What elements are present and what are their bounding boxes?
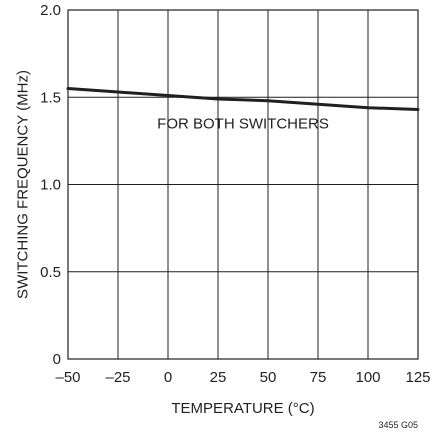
y-tick-label: 2.0 [40, 2, 61, 19]
y-tick-label: 0 [53, 351, 61, 368]
x-tick-label: 125 [405, 369, 430, 386]
y-tick-label: 1.0 [40, 177, 61, 194]
y-tick-labels: 0 0.5 1.0 1.5 2.0 [40, 2, 61, 368]
x-tick-label: 0 [164, 369, 172, 386]
x-tick-label: 100 [355, 369, 380, 386]
y-tick-label: 1.5 [40, 89, 61, 106]
y-tick-label: 0.5 [40, 264, 61, 281]
x-tick-label: –50 [55, 369, 80, 386]
x-axis-title: TEMPERATURE (°C) [171, 400, 314, 417]
x-tick-label: 50 [260, 369, 277, 386]
y-axis-title: SWITCHING FREQUENCY (MHz) [14, 70, 31, 299]
plot-frame [67, 9, 419, 360]
x-tick-label: –25 [105, 369, 130, 386]
x-tick-label: 25 [210, 369, 227, 386]
series-group [66, 87, 420, 111]
x-tick-label: 75 [310, 369, 327, 386]
series-line-0 [66, 87, 420, 111]
grid [67, 9, 419, 360]
x-tick-labels: –50 –25 0 25 50 75 100 125 [55, 369, 430, 386]
annotation-label: FOR BOTH SWITCHERS [157, 116, 329, 133]
figure-id: 3455 G05 [378, 420, 418, 430]
